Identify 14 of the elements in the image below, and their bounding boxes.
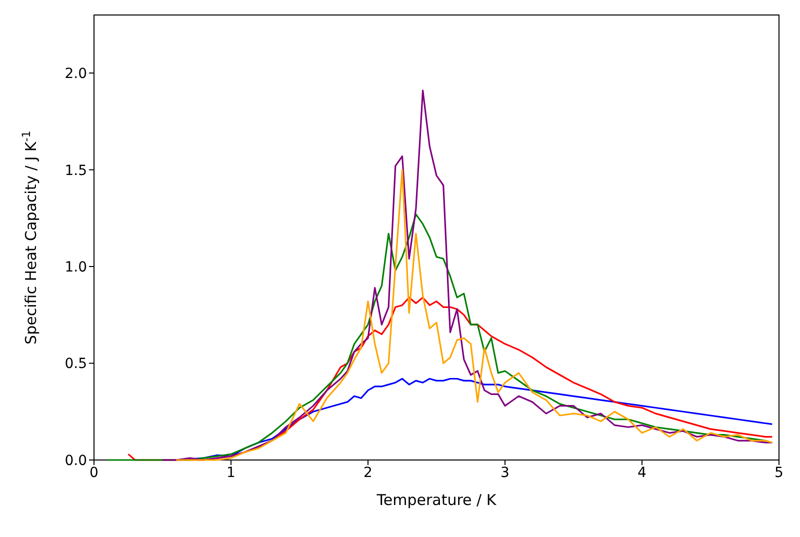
x-tick-label: 2	[364, 464, 372, 481]
x-tick-label: 1	[226, 464, 236, 481]
x-tick-label: 3	[500, 464, 510, 481]
line-series	[175, 168, 773, 461]
y-tick-label: 2.0	[64, 66, 87, 82]
line-series	[162, 90, 773, 461]
y-tick-label: 0.0	[64, 452, 87, 469]
y-tick-label: 1.5	[64, 162, 87, 179]
x-tick-label: 5	[774, 464, 784, 481]
x-tick-label: 0	[90, 464, 98, 481]
x-axis-title: Temperature / K	[376, 491, 498, 509]
y-tick-label: 1.0	[64, 259, 87, 276]
x-tick-label: 4	[638, 464, 647, 481]
y-tick-label: 0.5	[64, 356, 87, 372]
